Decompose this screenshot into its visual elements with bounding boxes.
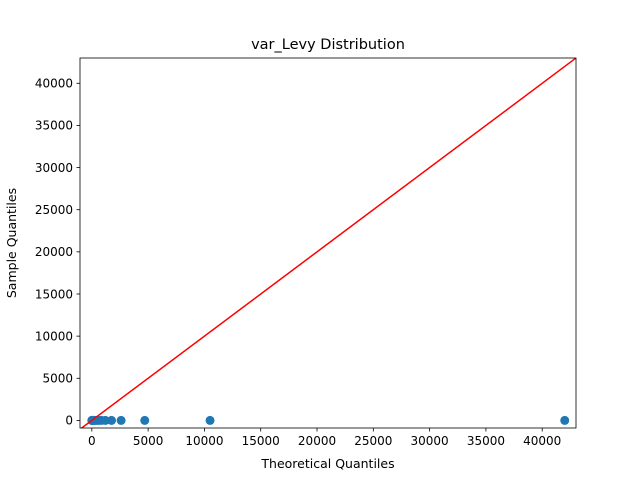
y-tick-label: 35000 — [35, 119, 73, 133]
reference-line — [80, 58, 576, 428]
x-tick-label: 5000 — [133, 434, 164, 448]
data-point — [140, 415, 150, 425]
data-point — [100, 415, 110, 425]
data-point — [107, 415, 117, 425]
x-tick-label: 20000 — [298, 434, 336, 448]
x-tick-label: 10000 — [185, 434, 223, 448]
y-tick-label: 25000 — [35, 203, 73, 217]
x-tick-label: 40000 — [523, 434, 561, 448]
y-tick-label: 15000 — [35, 287, 73, 301]
y-tick-label: 30000 — [35, 161, 73, 175]
x-tick-label: 35000 — [467, 434, 505, 448]
y-tick-label: 20000 — [35, 245, 73, 259]
x-tick-label: 15000 — [242, 434, 280, 448]
chart-title: var_Levy Distribution — [251, 37, 405, 53]
data-point — [560, 415, 570, 425]
y-axis-label: Sample Quantiles — [4, 188, 19, 298]
y-tick-label: 10000 — [35, 329, 73, 343]
data-point — [205, 415, 215, 425]
y-tick-label: 0 — [65, 414, 73, 428]
y-tick-label: 5000 — [42, 372, 73, 386]
axes-frame — [79, 57, 577, 429]
x-tick-label: 0 — [88, 434, 96, 448]
y-tick-label: 40000 — [35, 77, 73, 91]
data-point — [116, 415, 126, 425]
x-axis-label: Theoretical Quantiles — [260, 456, 394, 471]
x-tick-label: 30000 — [411, 434, 449, 448]
x-tick-label: 25000 — [354, 434, 392, 448]
